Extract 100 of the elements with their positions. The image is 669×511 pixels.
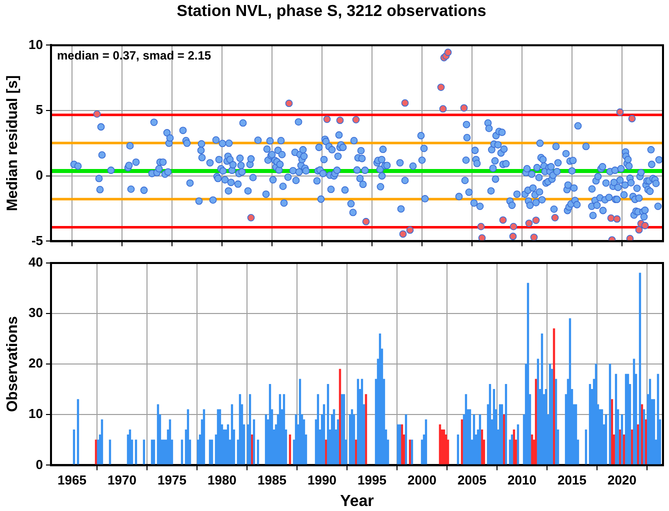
bar xyxy=(250,434,254,466)
y-tick-label: 40 xyxy=(28,254,43,270)
bar xyxy=(338,368,342,466)
y-tick-label: 5 xyxy=(36,102,43,118)
point xyxy=(613,215,621,223)
point xyxy=(362,218,370,226)
chart-title: Station NVL, phase S, 3212 observations xyxy=(176,3,486,20)
bar xyxy=(554,378,558,466)
point xyxy=(437,84,445,91)
point xyxy=(93,110,101,118)
point xyxy=(477,222,485,230)
bar xyxy=(618,429,622,466)
bar xyxy=(230,404,234,466)
annotation: median = 0.37, smad = 2.15 xyxy=(57,48,212,63)
x-tick-label: 2020 xyxy=(608,472,636,488)
x-tick-label: 1975 xyxy=(158,472,186,488)
bar xyxy=(360,378,364,466)
point xyxy=(628,114,636,122)
bar xyxy=(638,272,642,466)
y-tick-label: 10 xyxy=(28,406,43,422)
point xyxy=(510,222,518,230)
point xyxy=(439,105,447,113)
bar xyxy=(504,384,508,466)
bar xyxy=(128,429,132,466)
bar xyxy=(186,409,190,466)
x-tick-label: 2015 xyxy=(558,472,586,488)
point xyxy=(323,116,331,123)
x-tick-label: 1990 xyxy=(308,472,336,488)
y-axis-title: Median residual [s] xyxy=(4,75,22,212)
bar xyxy=(548,364,552,466)
point xyxy=(499,216,507,224)
point xyxy=(607,214,615,222)
bar xyxy=(226,424,230,466)
point xyxy=(509,232,517,240)
y-tick-label: 0 xyxy=(36,167,43,182)
bar xyxy=(644,419,648,466)
point xyxy=(401,99,409,107)
bar xyxy=(516,424,520,466)
bar xyxy=(464,394,468,466)
bar xyxy=(480,429,484,466)
point xyxy=(530,234,538,241)
bar xyxy=(632,358,636,466)
bar xyxy=(252,419,256,466)
point xyxy=(336,116,344,124)
x-tick-label: 1965 xyxy=(58,472,86,488)
bar xyxy=(588,384,592,466)
bar xyxy=(498,404,502,466)
x-tick-label: 2010 xyxy=(508,472,536,488)
bar xyxy=(536,358,540,466)
bar xyxy=(460,419,464,466)
bar xyxy=(626,374,630,466)
y-axis-title: Observations xyxy=(4,316,22,412)
bar xyxy=(350,409,354,466)
bar xyxy=(396,424,400,466)
bar xyxy=(72,429,76,466)
bar xyxy=(640,404,644,466)
bar xyxy=(620,414,624,466)
bar xyxy=(584,429,588,466)
bar xyxy=(168,419,172,466)
bar xyxy=(424,419,428,466)
y-tick-label: 0 xyxy=(36,456,43,472)
x-tick-label: 1970 xyxy=(108,472,136,488)
bar xyxy=(100,419,104,466)
x-axis-title: Year xyxy=(340,492,374,510)
bar xyxy=(500,404,504,466)
bar xyxy=(568,318,572,466)
bar xyxy=(526,282,530,466)
point xyxy=(532,216,540,224)
bar xyxy=(472,414,476,466)
y-tick-label: -5 xyxy=(31,232,43,248)
point xyxy=(444,48,452,56)
x-tick-label: 1980 xyxy=(208,472,236,488)
point xyxy=(616,108,624,116)
bar xyxy=(648,378,652,466)
point xyxy=(247,214,255,222)
bar xyxy=(512,429,516,466)
point xyxy=(635,226,643,234)
bar xyxy=(322,404,326,466)
bar xyxy=(238,394,242,466)
bar xyxy=(614,374,618,466)
bar xyxy=(264,414,268,466)
bar xyxy=(342,394,346,466)
bar xyxy=(216,409,220,466)
bar xyxy=(610,399,614,466)
bar xyxy=(278,394,282,466)
bar xyxy=(156,404,160,466)
point xyxy=(406,226,414,234)
x-tick-label: 1985 xyxy=(258,472,286,488)
bar xyxy=(288,434,292,466)
bar xyxy=(340,394,344,466)
bar xyxy=(492,389,496,466)
bar xyxy=(502,414,506,466)
x-tick-label: 2000 xyxy=(408,472,436,488)
bar xyxy=(540,333,544,466)
bar xyxy=(404,414,408,466)
bar xyxy=(298,378,302,466)
bar xyxy=(552,328,556,466)
point xyxy=(399,230,407,238)
bar xyxy=(534,378,538,466)
bar xyxy=(294,414,298,466)
